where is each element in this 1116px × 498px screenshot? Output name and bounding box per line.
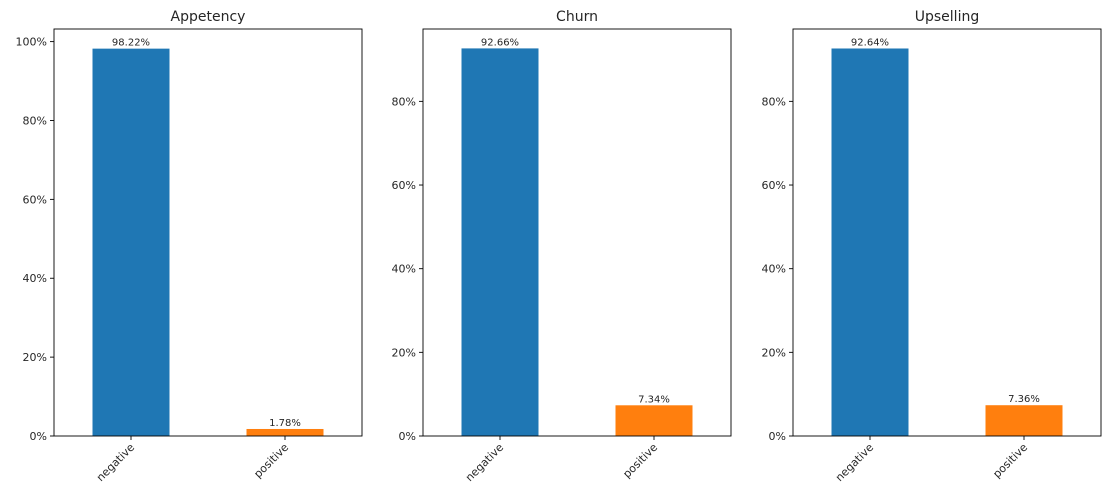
bar-value-label: 92.66% [481, 37, 519, 48]
x-tick-label: negative [833, 441, 876, 484]
y-tick-label: 60% [762, 179, 786, 192]
bar-positive [615, 405, 693, 436]
bar-value-label: 1.78% [269, 418, 301, 429]
y-tick-label: 40% [762, 263, 786, 276]
bar-negative [461, 48, 539, 436]
bar-value-label: 7.34% [638, 394, 670, 405]
bar-value-label: 92.64% [851, 37, 889, 48]
y-tick-label: 40% [23, 272, 47, 285]
y-tick-label: 100% [16, 36, 47, 49]
y-tick-label: 40% [392, 263, 416, 276]
y-tick-label: 80% [762, 95, 786, 108]
x-tick-label: negative [463, 441, 506, 484]
x-tick-label: positive [251, 441, 291, 481]
bar-value-label: 7.36% [1008, 394, 1040, 405]
axes-frame [792, 28, 1102, 437]
x-tick-label: positive [620, 441, 660, 481]
bar-value-label: 98.22% [112, 38, 150, 49]
y-tick-label: 20% [392, 346, 416, 359]
y-tick-label: 0% [399, 430, 416, 443]
bar-negative [831, 48, 909, 437]
chart-title: Appetency [171, 9, 246, 25]
axes-frame [53, 28, 363, 437]
y-tick-label: 0% [769, 430, 786, 443]
bar-positive [985, 405, 1063, 436]
y-tick-label: 20% [23, 351, 47, 364]
y-tick-label: 0% [30, 430, 47, 443]
chart-title: Churn [556, 9, 598, 25]
x-tick-label: negative [94, 441, 137, 484]
y-tick-label: 60% [392, 179, 416, 192]
subplot-2: Upselling 92.64% negative 7.36% positive 0% 20… [762, 9, 1102, 484]
subplot-1: Churn 92.66% negative 7.34% positive 0% 20% 40%… [392, 9, 732, 484]
y-tick-label: 60% [23, 193, 47, 206]
bar-positive [246, 428, 324, 436]
subplot-0: Appetency 98.22% negative 1.78% positive 0% 20… [16, 9, 363, 484]
y-tick-label: 20% [762, 346, 786, 359]
axes-frame [422, 28, 732, 437]
y-tick-label: 80% [392, 95, 416, 108]
chart-title: Upselling [915, 9, 979, 25]
y-tick-label: 80% [23, 114, 47, 127]
bar-negative [92, 48, 170, 437]
x-tick-label: positive [990, 441, 1030, 481]
